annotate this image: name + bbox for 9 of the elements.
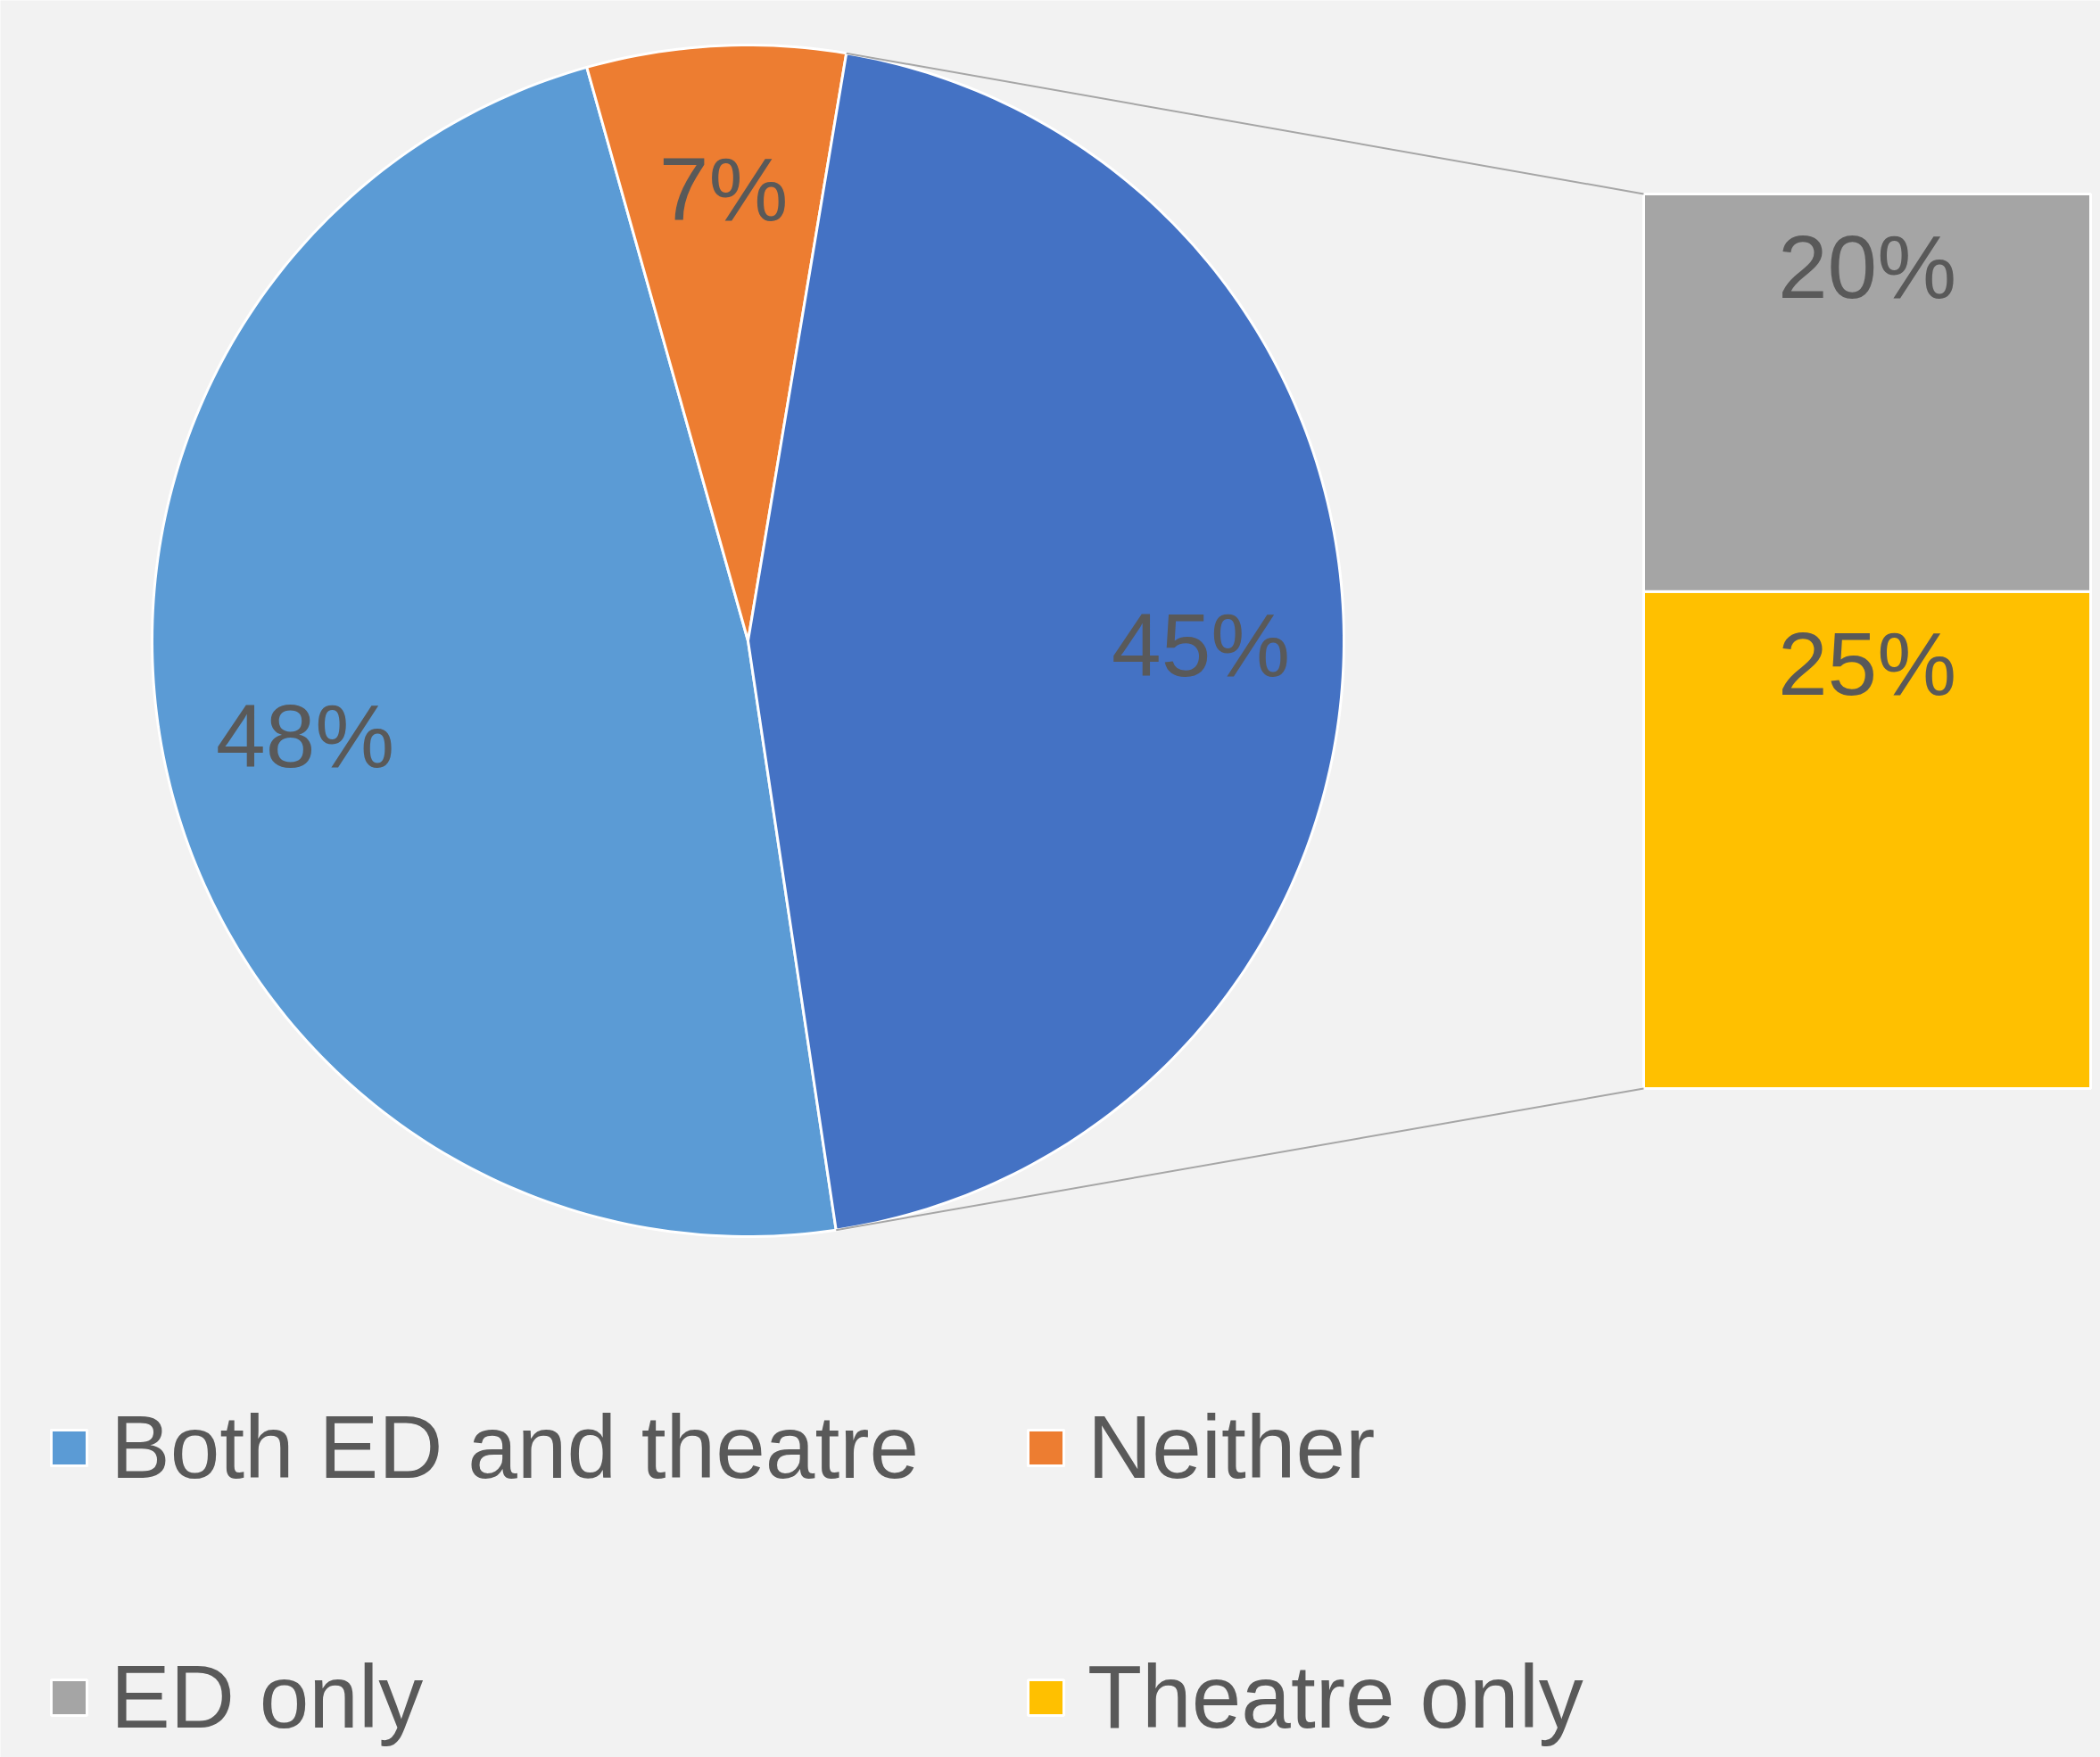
legend-label: Both ED and theatre xyxy=(111,1396,920,1498)
data-label: 48% xyxy=(216,685,395,786)
data-label: 7% xyxy=(658,138,789,239)
data-label: 20% xyxy=(1777,216,1957,317)
legend-label: Neither xyxy=(1087,1396,1376,1498)
legend-label: Theatre only xyxy=(1087,1646,1583,1748)
legend-label: ED only xyxy=(111,1646,424,1748)
data-label: 25% xyxy=(1777,614,1957,714)
data-label: 45% xyxy=(1112,594,1291,695)
